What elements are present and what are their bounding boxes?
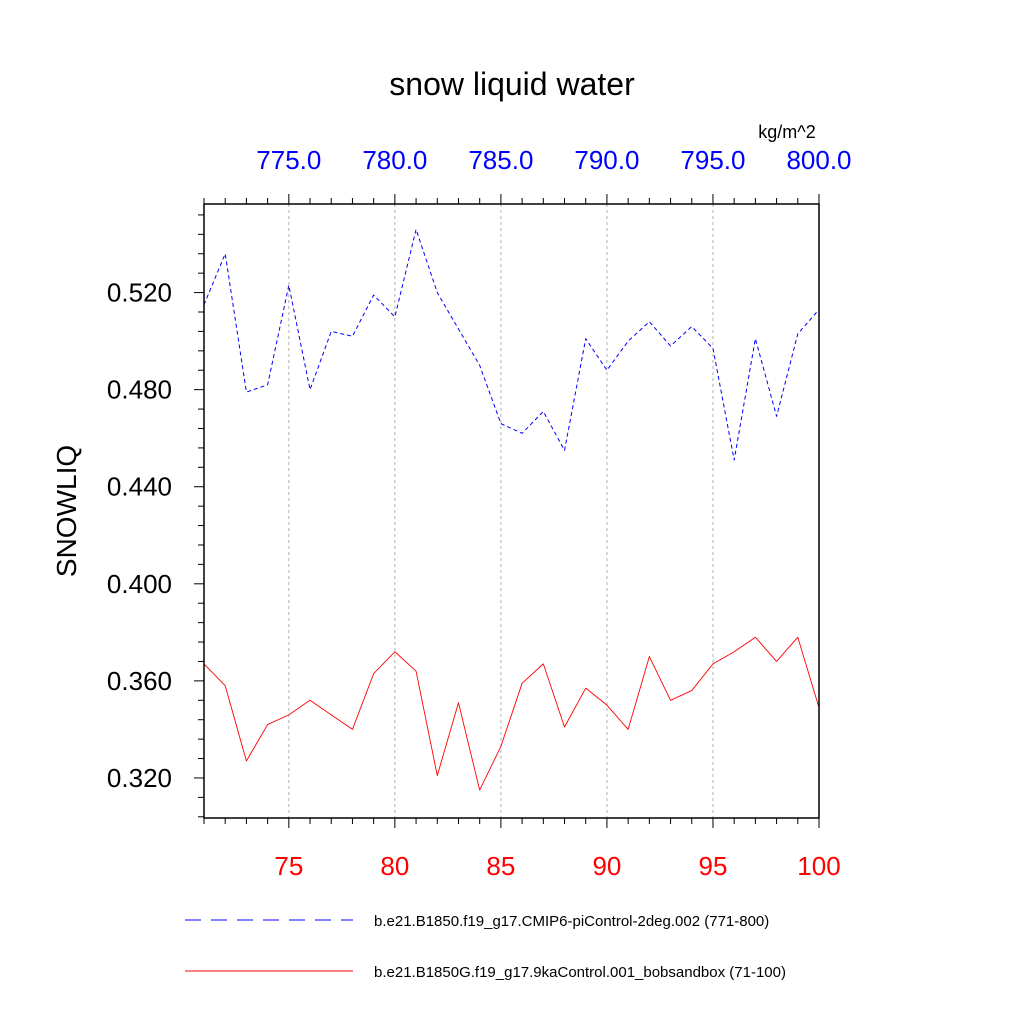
bottom-tick-label: 100 [797, 851, 840, 881]
bottom-tick-label: 95 [699, 851, 728, 881]
legend-label: b.e21.B1850G.f19_g17.9kaControl.001_bobs… [374, 964, 786, 981]
blue-series-line [203, 228, 820, 461]
y-axis-label: SNOWLIQ [51, 445, 82, 577]
legend: b.e21.B1850.f19_g17.CMIP6-piControl-2deg… [185, 913, 786, 981]
axis-ticks [194, 194, 820, 828]
legend-label: b.e21.B1850.f19_g17.CMIP6-piControl-2deg… [374, 913, 769, 930]
top-tick-label: 795.0 [680, 145, 745, 175]
bottom-tick-label: 90 [592, 851, 621, 881]
red-series-line [203, 636, 820, 791]
data-series [203, 228, 820, 791]
chart-title: snow liquid water [389, 66, 635, 102]
tick-labels: 75 80 85 90 95 100 775.0 780.0 785.0 790.0 795.0 80… [107, 145, 852, 881]
y-tick-label: 0.520 [107, 278, 172, 308]
bottom-tick-label: 80 [380, 851, 409, 881]
y-tick-label: 0.440 [107, 472, 172, 502]
y-tick-label: 0.360 [107, 666, 172, 696]
y-tick-label: 0.400 [107, 569, 172, 599]
bottom-tick-label: 85 [486, 851, 515, 881]
top-tick-label: 800.0 [786, 145, 851, 175]
plot-frame [203, 203, 820, 819]
top-tick-label: 785.0 [468, 145, 533, 175]
bottom-tick-label: 75 [274, 851, 303, 881]
top-tick-label: 790.0 [574, 145, 639, 175]
top-tick-label: 775.0 [256, 145, 321, 175]
y-tick-label: 0.480 [107, 375, 172, 405]
top-tick-label: 780.0 [362, 145, 427, 175]
y-tick-label: 0.320 [107, 763, 172, 793]
units-label: kg/m^2 [758, 122, 815, 142]
grid-lines [288, 204, 714, 818]
